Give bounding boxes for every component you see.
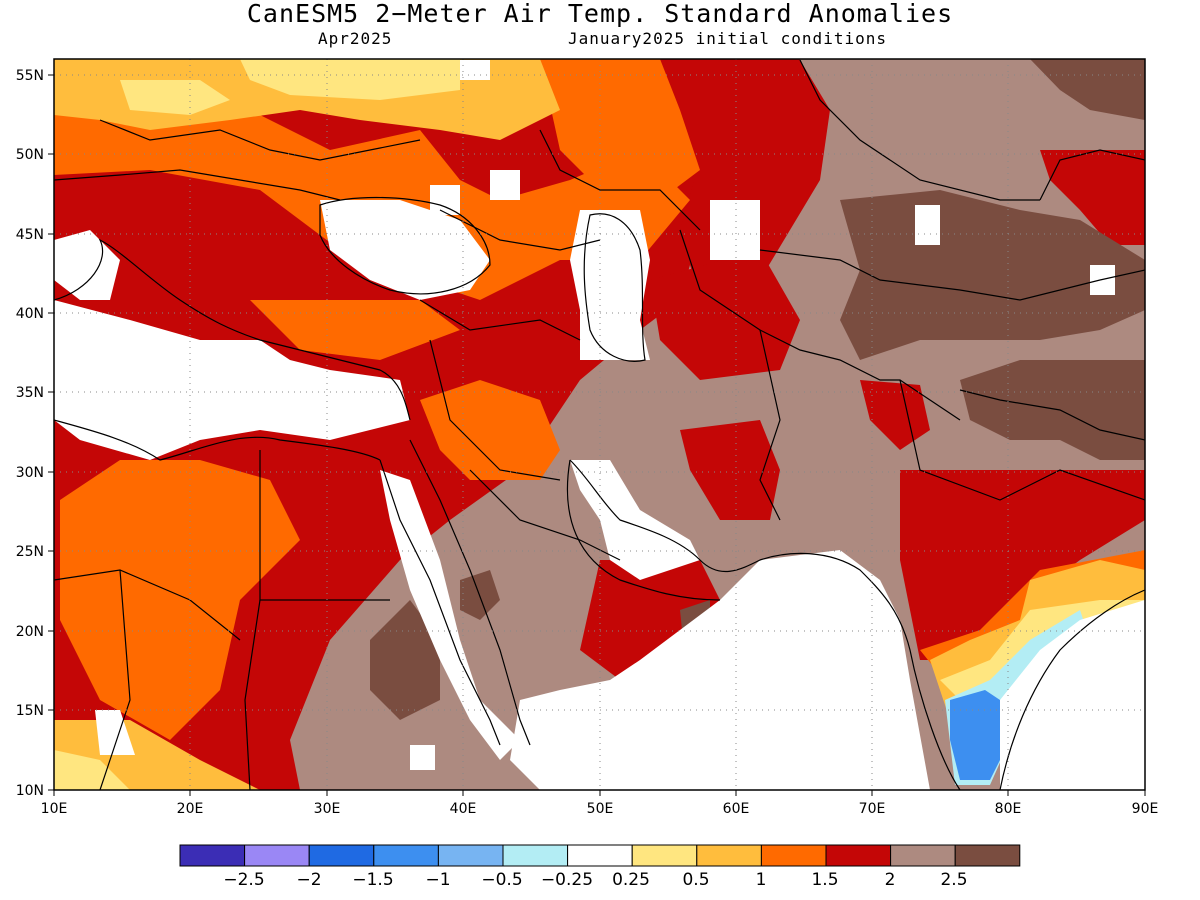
- lat-label: 25N: [16, 544, 44, 560]
- colorbar-swatch: [890, 844, 956, 867]
- colorbar-swatch: [696, 844, 762, 867]
- lon-label: 30E: [314, 801, 341, 817]
- colorbar-swatch: [825, 844, 892, 867]
- colorbar-label: −2: [296, 870, 321, 890]
- colorbar-swatch: [308, 844, 375, 867]
- colorbar-swatch: [760, 844, 827, 867]
- lat-label: 45N: [16, 227, 44, 243]
- lat-label: 15N: [16, 703, 44, 719]
- anomaly-field: [54, 59, 1145, 790]
- initial-conditions: January2025 initial conditions: [568, 29, 887, 48]
- colorbar-label: −0.25: [541, 870, 593, 890]
- lon-label: 90E: [1132, 801, 1159, 817]
- colorbar-label: −2.5: [223, 870, 264, 890]
- colorbar: [179, 844, 1021, 867]
- lat-label: 40N: [16, 306, 44, 322]
- lon-label: 70E: [859, 801, 886, 817]
- lon-label: 10E: [41, 801, 68, 817]
- colorbar-swatch: [631, 844, 698, 867]
- colorbar-swatch: [244, 844, 310, 867]
- colorbar-swatch: [179, 844, 246, 867]
- lat-label: 35N: [16, 385, 44, 401]
- colorbar-label: 0.25: [612, 870, 650, 890]
- colorbar-label: −1: [425, 870, 450, 890]
- colorbar-swatch: [373, 844, 439, 867]
- colorbar-swatch: [502, 844, 569, 867]
- colorbar-swatch: [567, 844, 633, 867]
- lon-label: 60E: [723, 801, 750, 817]
- colorbar-label: 1: [756, 870, 767, 890]
- colorbar-labels: −2.5 −2 −1.5 −1 −0.5 −0.25 0.25 0.5 1 1.…: [223, 870, 967, 890]
- colorbar-label: 2: [885, 870, 896, 890]
- colorbar-label: −0.5: [481, 870, 522, 890]
- colorbar-swatch: [954, 844, 1021, 867]
- lon-label: 50E: [587, 801, 614, 817]
- lat-label: 20N: [16, 624, 44, 640]
- colorbar-label: 1.5: [811, 870, 838, 890]
- colorbar-swatch: [437, 844, 504, 867]
- lon-label: 20E: [177, 801, 204, 817]
- lat-label: 55N: [16, 68, 44, 84]
- lat-label: 50N: [16, 147, 44, 163]
- colorbar-label: 0.5: [682, 870, 709, 890]
- colorbar-label: 2.5: [940, 870, 967, 890]
- lon-label: 40E: [450, 801, 477, 817]
- lat-label: 10N: [16, 783, 44, 799]
- forecast-month: Apr2025: [318, 29, 393, 48]
- colorbar-label: −1.5: [352, 870, 393, 890]
- lon-label: 80E: [995, 801, 1022, 817]
- lat-label: 30N: [16, 465, 44, 481]
- map-title: CanESM5 2−Meter Air Temp. Standard Anoma…: [246, 0, 954, 28]
